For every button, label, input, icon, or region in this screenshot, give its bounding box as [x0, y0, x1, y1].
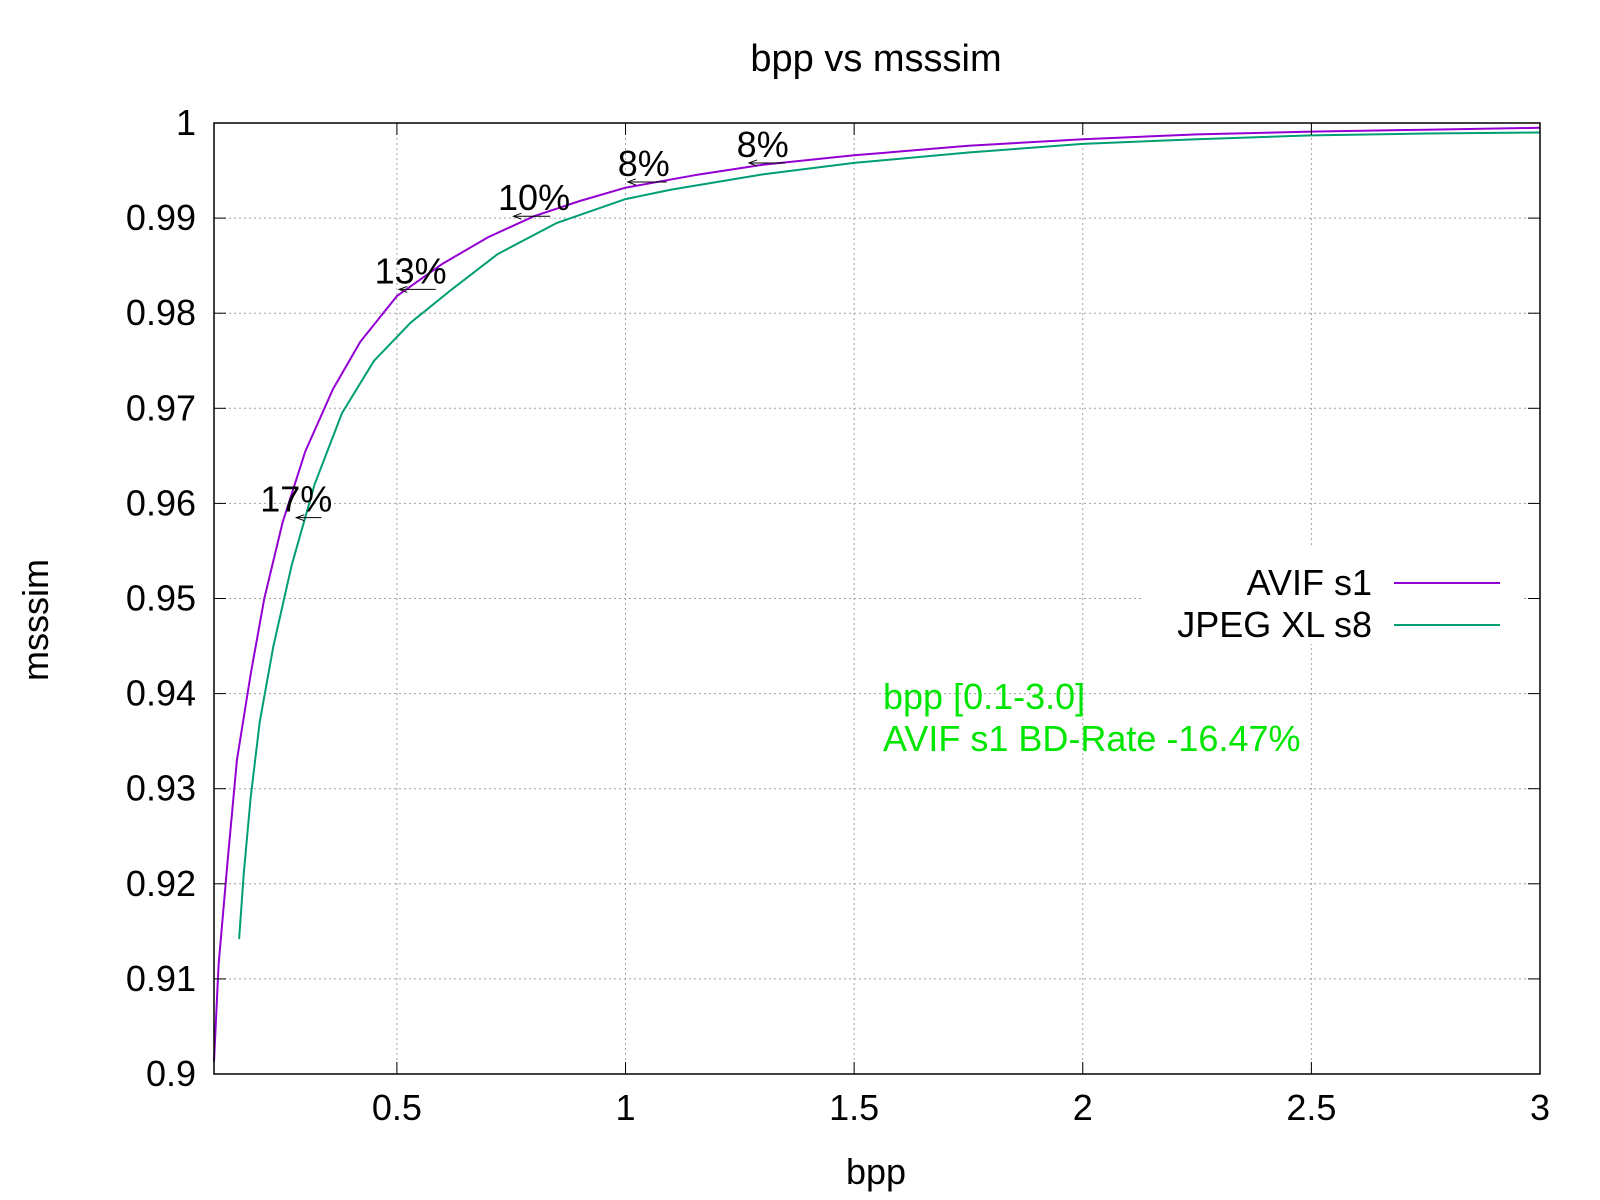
x-tick-label: 0.5	[372, 1087, 422, 1128]
info-line-0: bpp [0.1-3.0]	[883, 676, 1085, 717]
annotation-label: 10%	[498, 177, 570, 218]
series-line-1	[238, 131, 1541, 940]
y-tick-label: 0.98	[126, 292, 196, 333]
annotation-arrowhead	[512, 212, 522, 220]
legend-label-0: AVIF s1	[1247, 562, 1372, 603]
annotation-arrowhead	[397, 285, 408, 293]
annotation-arrowhead	[626, 178, 636, 186]
annotation-label: 8%	[618, 143, 670, 184]
y-tick-label: 0.91	[126, 958, 196, 999]
y-tick-label: 0.93	[126, 768, 196, 809]
x-tick-label: 3	[1530, 1087, 1550, 1128]
annotation-label: 17%	[260, 479, 332, 520]
y-tick-label: 0.9	[146, 1053, 196, 1094]
annotation-label: 13%	[375, 250, 447, 291]
x-tick-label: 2	[1073, 1087, 1093, 1128]
annotation-arrowhead	[747, 159, 758, 167]
info-line-1: AVIF s1 BD-Rate -16.47%	[883, 718, 1301, 759]
series-lines	[213, 126, 1541, 1062]
info-box: bpp [0.1-3.0]AVIF s1 BD-Rate -16.47%	[883, 676, 1301, 759]
series-line-0	[213, 126, 1541, 1062]
y-axis-label: msssim	[15, 559, 56, 681]
y-tick-label: 1	[176, 102, 196, 143]
annotation-label: 8%	[737, 124, 789, 165]
y-tick-label: 0.94	[126, 673, 196, 714]
y-tick-label: 0.97	[126, 387, 196, 428]
x-tick-label: 1.5	[829, 1087, 879, 1128]
annotations: 17% 13% 10% 8% 8%	[260, 124, 789, 522]
y-tick-label: 0.96	[126, 482, 196, 523]
x-tick-label: 1	[616, 1087, 636, 1128]
x-axis-label: bpp	[846, 1151, 906, 1192]
chart-title: bpp vs msssim	[750, 38, 1001, 80]
annotation-arrowhead	[294, 514, 305, 522]
y-tick-label: 0.92	[126, 863, 196, 904]
y-tick-label: 0.95	[126, 578, 196, 619]
y-tick-label: 0.99	[126, 197, 196, 238]
legend-label-1: JPEG XL s8	[1177, 604, 1372, 645]
legend-background	[1142, 548, 1524, 644]
x-tick-label: 2.5	[1286, 1087, 1336, 1128]
axes: 0.5 1 1.5 2 2.5 3 0.9 0.91 0.92 0.93 0.94 0.95 0.96 0…	[126, 102, 1550, 1128]
